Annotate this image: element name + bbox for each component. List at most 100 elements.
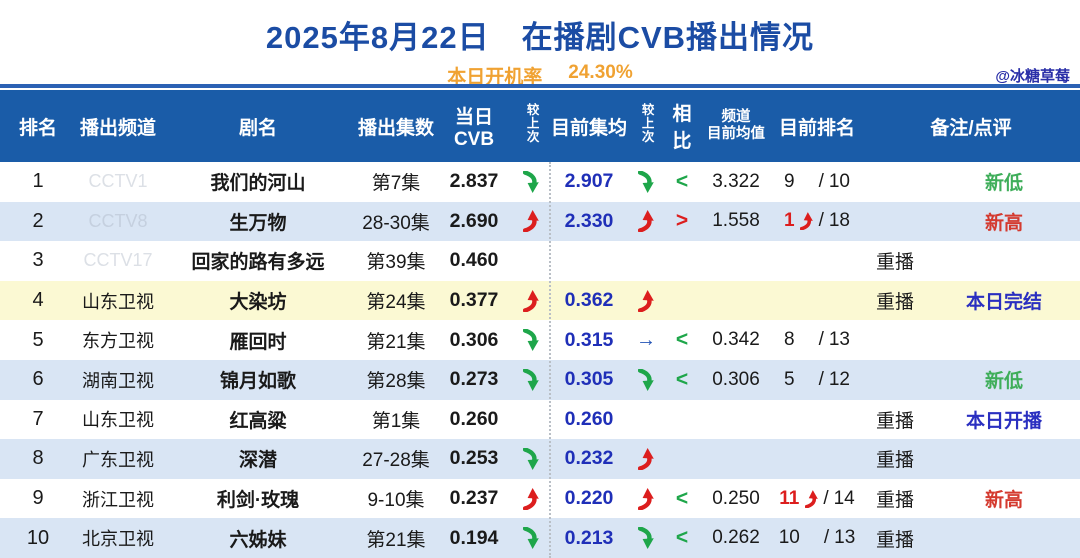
- rank-slash: /: [818, 329, 824, 351]
- rank-total: 13: [828, 329, 850, 351]
- avg-trend-icon: [628, 526, 664, 550]
- episodes-cell: 第28集: [366, 371, 426, 393]
- open-rate-label: 本日开机率: [447, 67, 543, 88]
- channel-cell: CCTV8: [88, 210, 148, 231]
- table-row: 4 山东卫视 大染坊 第24集 0.377 0.362 重播 本日完结: [0, 280, 1080, 321]
- channel-avg-value: 1.558: [712, 210, 760, 232]
- daily-cvb-value: 0.260: [449, 407, 499, 430]
- daily-cvb-value: 0.194: [449, 526, 499, 549]
- col-header-remark: 备注/点评: [930, 117, 1012, 139]
- col-header-drama: 剧名: [238, 117, 277, 139]
- rank-trend-icon: [804, 489, 818, 508]
- replay-label: 重播: [875, 292, 914, 314]
- daily-cvb-value: 2.837: [449, 170, 499, 193]
- drama-name: 雁回时: [229, 331, 287, 353]
- col-header-daily-cvb: 当日CVB: [453, 106, 495, 150]
- rank-cell: 10: [26, 526, 50, 549]
- current-avg-value: 0.260: [564, 407, 614, 430]
- channel-cell: 广东卫视: [82, 449, 154, 470]
- rank-cell: 9: [32, 487, 44, 510]
- rank-cell: 7: [32, 407, 44, 430]
- replay-label: 重播: [875, 529, 914, 551]
- compare-symbol: <: [675, 169, 689, 193]
- current-rank-cell: 1 / 18: [772, 210, 862, 232]
- channel-avg-value: 0.306: [712, 368, 760, 390]
- rank-cell: 4: [32, 289, 44, 312]
- compare-symbol: >: [675, 209, 689, 233]
- channel-cell: 山东卫视: [82, 291, 154, 312]
- rank-total: 10: [828, 170, 850, 192]
- col-header-channel: 播出频道: [79, 117, 156, 139]
- page-title: 2025年8月22日 在播剧CVB播出情况: [265, 20, 815, 55]
- dotted-column-divider: [549, 162, 551, 558]
- channel-cell: CCTV1: [88, 171, 148, 192]
- episodes-cell: 第21集: [366, 331, 426, 353]
- current-rank-number: 11: [779, 487, 800, 509]
- daily-cvb-value: 0.377: [449, 289, 499, 312]
- current-rank-number: 9: [784, 170, 795, 192]
- drama-name: 大染坊: [229, 292, 287, 314]
- comment-label: 本日开播: [965, 410, 1042, 432]
- current-avg-value: 0.315: [564, 328, 614, 351]
- daily-cvb-value: 0.460: [449, 249, 499, 272]
- current-rank-cell: 9 / 10: [772, 171, 862, 193]
- rank-cell: 2: [32, 209, 44, 232]
- current-rank-cell: 11 / 14: [772, 488, 862, 510]
- drama-name: 利剑·玫瑰: [216, 490, 300, 512]
- episodes-cell: 第39集: [366, 252, 426, 274]
- table-row: 3 CCTV17 回家的路有多远 第39集 0.460 重播: [0, 241, 1080, 281]
- table-row: 1 CCTV1 我们的河山 第7集 2.837 2.907 < 3.322 9 …: [0, 162, 1080, 202]
- drama-name: 深潜: [238, 450, 277, 472]
- header-top-line: [0, 84, 1080, 88]
- drama-name: 红高粱: [229, 410, 287, 432]
- daily-trend-icon: [512, 328, 550, 352]
- col-header-compare: 相比: [672, 104, 692, 152]
- current-rank-number: 1: [784, 210, 795, 232]
- ratings-table: 排名 播出频道 剧名 播出集数 当日CVB 较上次 目前集均 较上次 相比 频道…: [0, 90, 1080, 558]
- daily-trend-icon: [512, 210, 550, 234]
- col-header-current-avg: 目前集均: [550, 117, 627, 139]
- comment-label: 新高: [984, 212, 1023, 234]
- replay-label: 重播: [875, 490, 914, 512]
- comment-label: 本日完结: [965, 292, 1042, 314]
- episodes-cell: 第7集: [371, 173, 421, 195]
- channel-avg-value: 0.250: [712, 487, 760, 509]
- episodes-cell: 28-30集: [362, 212, 430, 234]
- rank-slash: /: [818, 170, 824, 192]
- comment-label: 新低: [984, 173, 1023, 195]
- rank-trend-icon: [800, 212, 814, 231]
- drama-name: 回家的路有多远: [191, 252, 325, 274]
- compare-symbol: <: [675, 367, 689, 391]
- avg-trend-icon: →: [636, 328, 656, 351]
- table-row: 2 CCTV8 生万物 28-30集 2.690 2.330 > 1.558 1…: [0, 201, 1080, 242]
- daily-cvb-value: 0.253: [449, 447, 499, 470]
- rank-slash: /: [818, 368, 824, 390]
- subtitle: 本日开机率 24.30%: [0, 62, 1080, 89]
- replay-label: 重播: [875, 410, 914, 432]
- current-avg-value: 0.362: [564, 289, 614, 312]
- compare-symbol: <: [675, 486, 689, 510]
- episodes-cell: 第21集: [366, 529, 426, 551]
- daily-trend-icon: [512, 368, 550, 391]
- current-rank-number: 10: [778, 527, 800, 549]
- episodes-cell: 27-28集: [362, 450, 430, 472]
- col-header-channel-avg: 频道 目前均值: [707, 108, 765, 142]
- current-avg-value: 0.220: [564, 487, 614, 510]
- table-row: 9 浙江卫视 利剑·玫瑰 9-10集 0.237 0.220 < 0.250 1…: [0, 479, 1080, 519]
- channel-cell: 东方卫视: [82, 331, 154, 352]
- compare-symbol: <: [675, 526, 689, 550]
- rank-cell: 3: [32, 249, 44, 272]
- avg-trend-icon: [628, 487, 664, 511]
- rank-cell: 8: [32, 447, 44, 470]
- episodes-cell: 第24集: [366, 292, 426, 314]
- rank-total: 14: [833, 487, 855, 509]
- channel-cell: 山东卫视: [82, 410, 154, 431]
- rank-slash: /: [823, 527, 830, 549]
- col-header-vs-last-avg: 较上次: [639, 102, 654, 144]
- daily-trend-icon: [512, 289, 550, 313]
- current-avg-value: 2.330: [564, 209, 614, 232]
- daily-cvb-value: 0.273: [449, 368, 499, 391]
- open-rate-value: 24.30%: [568, 62, 633, 83]
- channel-avg-value: 0.262: [712, 527, 760, 549]
- compare-symbol: <: [675, 328, 689, 352]
